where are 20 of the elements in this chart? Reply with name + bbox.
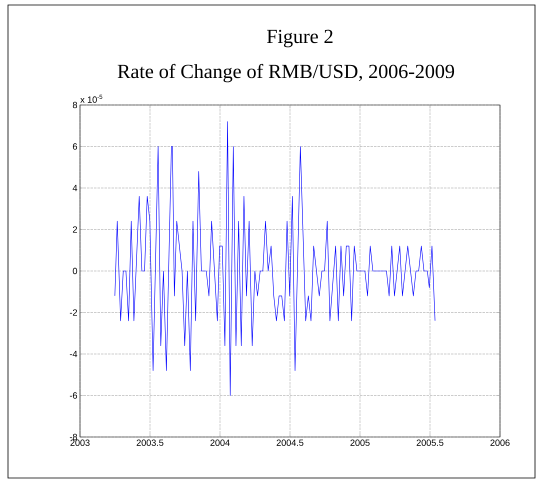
x-tick-label: 2003.5	[136, 440, 164, 446]
y-tick-label: 0	[72, 268, 78, 274]
x-tick-label: 2004	[210, 440, 230, 446]
x-tick-label: 2006	[490, 440, 510, 446]
x-tick-label: 2004.5	[276, 440, 304, 446]
y-tick-label: 4	[72, 184, 78, 192]
y-tick-label: -8	[70, 434, 78, 440]
chart-subtitle: Rate of Change of RMB/USD, 2006-2009	[118, 64, 454, 82]
text: x 10$^{-5}$	[80, 94, 102, 103]
x-tick-label: 2003	[70, 440, 90, 446]
y-tick-label: 2	[72, 226, 78, 233]
x-tick-label: 2005	[350, 440, 370, 446]
y-tick-label: -2	[70, 309, 78, 316]
chart-title: Figure 2	[266, 30, 333, 48]
y-tick-label: 8	[72, 102, 78, 108]
y-tick-label: -6	[70, 392, 78, 399]
x-tick-label: 2005.5	[416, 440, 444, 446]
line-series	[114, 121, 436, 396]
y-tick-label: -4	[70, 350, 78, 358]
y-tick-label: 6	[72, 143, 78, 150]
